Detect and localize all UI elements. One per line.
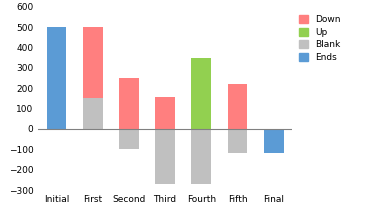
Bar <box>191 129 211 184</box>
Bar <box>155 97 175 129</box>
Bar <box>83 98 103 129</box>
Bar <box>228 129 247 153</box>
Bar <box>46 27 66 129</box>
Bar <box>83 27 103 98</box>
Bar <box>228 84 247 129</box>
Bar <box>264 129 284 153</box>
Bar <box>119 129 139 149</box>
Bar <box>155 129 175 184</box>
Legend: Down, Up, Blank, Ends: Down, Up, Blank, Ends <box>299 15 341 62</box>
Bar <box>191 58 211 129</box>
Bar <box>119 78 139 129</box>
